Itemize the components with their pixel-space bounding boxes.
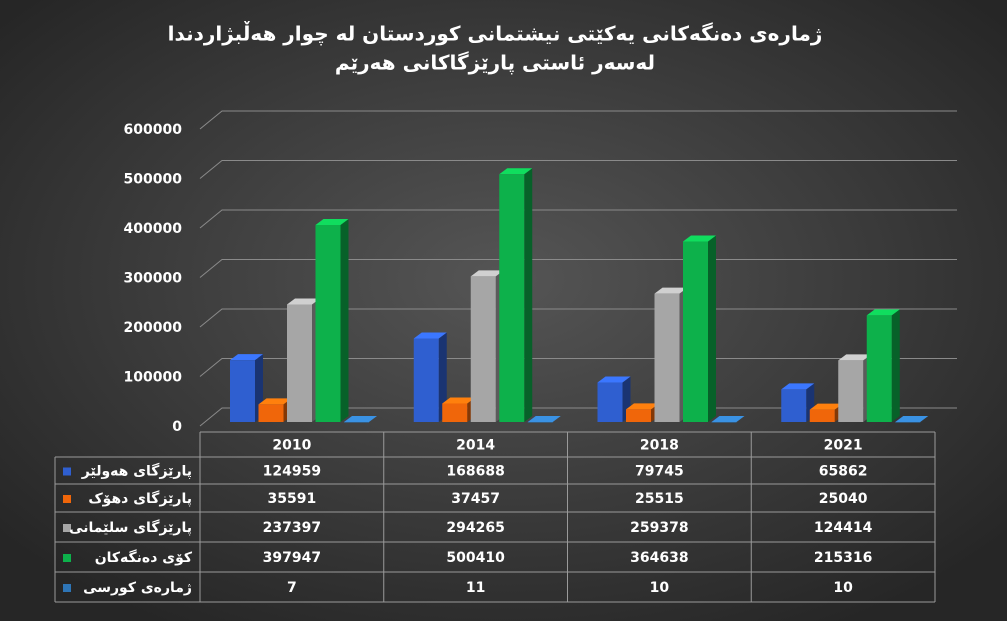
- legend-swatch: [63, 495, 71, 503]
- y-tick-label: 500000: [124, 172, 183, 188]
- bar: [626, 409, 651, 422]
- bar-side: [552, 415, 561, 422]
- table-value: 7: [287, 580, 297, 596]
- x-tick-label: 2014: [456, 438, 495, 454]
- bar-top: [258, 398, 292, 405]
- bar-top: [442, 397, 476, 404]
- bar: [781, 389, 807, 422]
- bar-top: [683, 235, 716, 242]
- table-value: 364638: [630, 550, 688, 566]
- bar: [527, 421, 553, 423]
- y-tick-label: 300000: [124, 271, 183, 287]
- y-tick-label: 200000: [124, 320, 183, 336]
- bar-side: [524, 168, 533, 422]
- bar: [499, 174, 525, 422]
- legend-swatch: [63, 524, 71, 532]
- y-tick-label: 600000: [124, 122, 183, 138]
- x-tick-label: 2018: [640, 438, 679, 454]
- y-tick-label: 400000: [124, 221, 183, 237]
- bar: [258, 404, 284, 422]
- bar-top: [626, 403, 659, 410]
- legend-swatch: [63, 584, 71, 592]
- table-value: 168688: [446, 464, 504, 480]
- bar-side: [708, 235, 716, 422]
- bar-side: [736, 415, 745, 422]
- table-value: 259378: [630, 520, 688, 536]
- bar: [287, 304, 312, 422]
- table-value: 10: [650, 580, 670, 596]
- bar-top: [781, 383, 815, 390]
- bar: [654, 293, 680, 422]
- bar-top: [895, 415, 929, 422]
- bar-top: [838, 354, 872, 361]
- legend-label: ژمارەی کورسی: [83, 580, 192, 596]
- legend-label: کۆی دەنگەکان: [95, 549, 193, 566]
- table-value: 11: [466, 580, 485, 596]
- bar-side: [920, 415, 929, 422]
- bar: [809, 409, 835, 422]
- bar-top: [597, 376, 631, 383]
- bar-top: [287, 298, 320, 305]
- legend-swatch: [63, 554, 71, 562]
- table-value: 397947: [263, 550, 321, 566]
- bar: [683, 241, 708, 422]
- y-tick-label: 0: [172, 419, 182, 435]
- bar-top: [527, 415, 561, 422]
- table-value: 237397: [263, 520, 321, 536]
- table-value: 10: [833, 580, 853, 596]
- bar-top: [413, 332, 447, 339]
- bar-top: [315, 219, 349, 226]
- bar-top: [344, 415, 377, 422]
- table-value: 124959: [263, 464, 321, 480]
- table-value: 294265: [446, 520, 504, 536]
- x-tick-label: 2010: [272, 438, 311, 454]
- bar-top: [470, 270, 504, 277]
- grid-line: [199, 110, 957, 130]
- table-value: 79745: [635, 464, 684, 480]
- bar: [230, 360, 255, 422]
- table-value: 37457: [451, 491, 500, 507]
- legend-label: پارێزگای سلێمانی: [69, 519, 192, 536]
- table-value: 500410: [446, 550, 505, 566]
- bar: [895, 421, 921, 423]
- bar-top: [711, 415, 745, 422]
- bar: [470, 276, 496, 422]
- bar-side: [369, 415, 377, 422]
- legend-label: پارێزگای هەولێر: [81, 463, 192, 480]
- table-value: 124414: [814, 520, 873, 536]
- bar: [838, 360, 864, 422]
- bar-top: [866, 309, 900, 316]
- table-value: 65862: [819, 464, 868, 480]
- bar-side: [438, 332, 447, 422]
- table-value: 25040: [819, 491, 868, 507]
- bar-side: [340, 219, 349, 422]
- chart-title: ژمارەی دەنگەکانی یەکێتی نیشتمانی کوردستا…: [168, 21, 823, 47]
- bar-top: [654, 287, 688, 294]
- bar: [597, 382, 623, 422]
- bar: [866, 315, 892, 422]
- legend-swatch: [63, 467, 71, 476]
- bar-side: [891, 309, 900, 422]
- bar-top: [809, 403, 843, 410]
- chart-subtitle: لەسەر ئاستی پارێزگاکانی هەرێم: [335, 51, 655, 76]
- bar: [442, 403, 468, 422]
- bar: [344, 421, 369, 423]
- bar: [413, 338, 439, 422]
- grid-line: [199, 209, 957, 229]
- bar-top: [499, 168, 533, 175]
- table-value: 35591: [268, 491, 317, 507]
- grid-line: [199, 160, 957, 179]
- x-tick-label: 2021: [824, 438, 863, 454]
- legend-label: پارێزگای دهۆک: [88, 490, 192, 507]
- bar: [315, 225, 341, 422]
- bar-top: [230, 354, 263, 361]
- y-tick-label: 100000: [124, 370, 183, 386]
- table-value: 25515: [635, 491, 684, 507]
- bar: [711, 421, 737, 423]
- table-value: 215316: [814, 550, 872, 566]
